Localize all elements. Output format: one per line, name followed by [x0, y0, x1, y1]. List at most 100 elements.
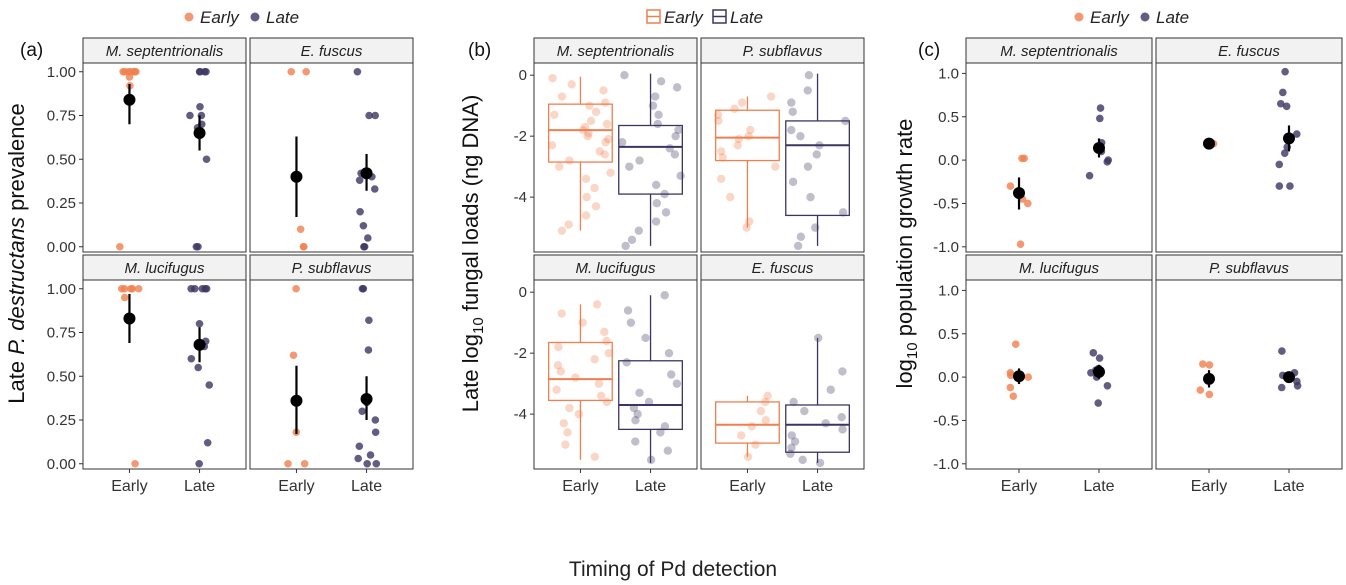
data-point-late	[186, 111, 194, 120]
data-point-late	[800, 406, 809, 416]
data-point-early	[734, 135, 744, 144]
data-point-late	[364, 234, 372, 242]
data-point-late	[648, 101, 658, 110]
data-point-early	[584, 128, 593, 138]
data-point-late	[1279, 88, 1287, 97]
legend-label-early: Early	[1090, 8, 1130, 27]
y-tick-label: -1.0	[933, 239, 959, 256]
data-point-early	[125, 73, 134, 81]
data-point-late	[798, 455, 807, 465]
mean-point-late	[1092, 141, 1105, 154]
data-point-early	[563, 428, 572, 437]
data-point-late	[370, 185, 379, 193]
facet-title: M. septentrionalis	[557, 43, 675, 60]
data-point-late	[838, 425, 847, 434]
data-point-late	[660, 422, 670, 431]
data-point-early	[745, 217, 754, 226]
data-point-late	[670, 150, 680, 159]
data-point-late	[789, 397, 798, 407]
data-point-late	[790, 437, 800, 446]
data-point-late	[195, 319, 204, 328]
x-tick-label: Late	[1083, 478, 1114, 495]
data-point-late	[837, 412, 846, 422]
data-point-early	[585, 101, 594, 110]
facet-frame	[1155, 279, 1343, 470]
facet-frame	[533, 62, 698, 253]
data-point-early	[302, 67, 311, 76]
y-axis-label-italic: P. destructans	[4, 217, 29, 355]
y-tick-label: 0	[519, 284, 527, 301]
facet-title: E. fuscus	[752, 260, 814, 277]
data-point-early	[590, 355, 599, 364]
data-point-late	[371, 428, 380, 437]
data-point-early	[1024, 373, 1033, 381]
data-point-late	[651, 180, 661, 190]
y-tick-label: -1.0	[933, 456, 959, 473]
y-tick-label: -0.5	[933, 195, 959, 212]
facet-frame	[700, 279, 865, 470]
data-point-late	[787, 431, 796, 440]
data-point-early	[299, 242, 308, 251]
facet-title: M. lucifugus	[124, 260, 205, 277]
data-point-late	[1293, 130, 1301, 138]
data-point-early	[600, 150, 609, 159]
x-tick-label: Early	[1191, 478, 1227, 495]
data-point-early	[116, 242, 124, 251]
data-point-late	[646, 455, 656, 465]
data-point-late	[787, 125, 796, 135]
data-point-early	[548, 74, 557, 83]
facet-frame	[1155, 62, 1343, 253]
x-tick-label: Early	[111, 478, 147, 495]
data-point-late	[811, 223, 820, 232]
data-point-late	[1094, 399, 1103, 407]
data-point-early	[557, 309, 566, 318]
facet: E. fuscus	[249, 37, 414, 253]
data-point-early	[763, 391, 772, 401]
facet-strip	[1155, 254, 1343, 281]
data-point-late	[363, 459, 371, 468]
y-tick-label: 1.0	[938, 282, 959, 299]
data-point-early	[553, 361, 563, 370]
legend-key-late	[250, 12, 260, 22]
facet-frame	[249, 62, 414, 253]
data-point-late	[1096, 114, 1104, 123]
facet-strip	[82, 37, 247, 64]
legend-label-late: Late	[1156, 8, 1189, 27]
data-point-early	[578, 318, 587, 327]
facet-frame	[700, 62, 865, 253]
mean-point-early	[290, 170, 303, 183]
data-point-early	[595, 147, 604, 156]
data-point-early	[120, 293, 129, 302]
data-point-early	[565, 403, 574, 413]
data-point-late	[644, 397, 654, 407]
data-point-late	[841, 116, 850, 126]
x-tick-label: Early	[729, 478, 765, 495]
data-point-late	[656, 77, 666, 86]
facet: M. lucifugus 0.00 0.25 0.50 0.75 1.00 Early Lat…	[47, 254, 247, 495]
data-point-late	[1095, 354, 1104, 362]
data-point-late	[653, 119, 662, 129]
data-point-late	[1286, 182, 1294, 190]
facet-title: M. lucifugus	[1019, 260, 1100, 277]
data-point-early	[128, 284, 137, 293]
data-point-late	[661, 208, 671, 217]
mean-point-late	[1282, 371, 1295, 384]
facet: M. septentrionalis -4 -2 0	[514, 37, 698, 253]
data-point-late	[838, 208, 848, 217]
data-point-early	[744, 131, 753, 141]
data-point-early	[599, 86, 608, 95]
data-point-late	[1096, 104, 1105, 112]
data-point-late	[667, 370, 676, 379]
data-point-early	[554, 342, 563, 352]
y-tick-label: 0.0	[938, 152, 959, 169]
data-point-late	[1103, 158, 1112, 166]
data-point-late	[796, 131, 805, 141]
box-early	[715, 401, 780, 444]
data-point-late	[354, 454, 362, 463]
data-point-early	[571, 373, 580, 382]
y-tick-label: 0.25	[47, 195, 76, 212]
data-point-late	[651, 217, 661, 226]
facet-strip	[249, 37, 414, 64]
legend-key-early	[1074, 12, 1084, 22]
data-point-early	[561, 440, 570, 449]
